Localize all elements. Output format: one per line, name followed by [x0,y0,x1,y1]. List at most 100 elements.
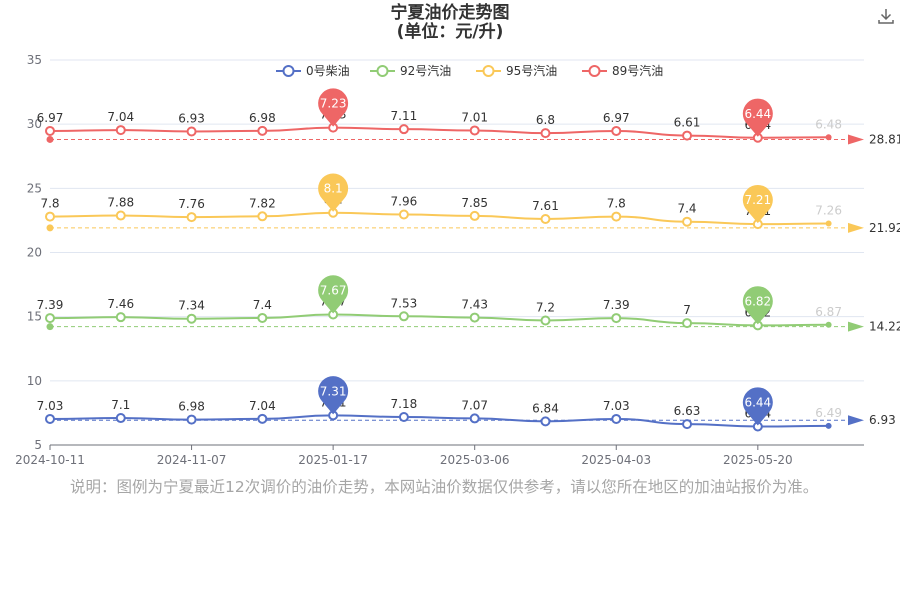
data-point [540,128,551,139]
data-point [186,414,197,425]
data-point [186,313,197,324]
data-label: 6.98 [249,111,276,125]
data-point [257,312,268,323]
data-point [45,211,55,222]
max-pin-label: 7.67 [320,283,347,297]
legend: 0号柴油 92号汽油 95号汽油 89号汽油 [276,63,663,78]
average-line-start-marker [46,224,54,232]
data-label: 6.84 [532,401,559,415]
data-point [682,318,693,329]
y-tick-label: 35 [27,53,42,67]
data-label: 7.26 [815,203,842,217]
legend-marker [588,65,601,77]
average-line-arrow [848,415,864,426]
data-label: 7.88 [107,196,134,210]
average-line-arrow [848,222,864,233]
min-pin-label: 6.44 [744,107,771,121]
data-label: 6.97 [603,111,630,125]
legend-label: 95号汽油 [506,63,557,78]
data-point [398,124,409,135]
data-label: 7.85 [461,196,488,210]
extreme-pins: 7.31 6.44 7.67 6.82 8.1 7.21 7.23 6.44 [318,88,773,426]
data-point [398,311,409,322]
data-label: 7.18 [391,397,418,411]
data-label: 7.07 [461,398,488,412]
series-line [49,414,829,428]
max-pin-label: 7.23 [320,97,347,111]
chart-canvas: 5 10 15 20 25 30 35 2024-10-11 2024-11-07 2025-01… [15,53,900,467]
data-label: 7.01 [461,110,488,124]
series-lines [45,122,832,432]
data-point [115,210,126,221]
data-point [469,312,480,323]
data-label: 7.03 [603,399,630,413]
data-label: 7.82 [249,196,276,210]
data-label: 7.39 [37,298,64,312]
chart-title: 宁夏油价走势图 (单位：元/升) [0,4,900,42]
min-pin-label: 7.21 [744,193,771,207]
data-label: 7.11 [391,109,418,123]
x-tick-label: 2025-05-20 [723,453,793,467]
y-tick-label: 25 [27,181,42,195]
chart-title-line2: (单位：元/升) [396,22,504,42]
data-label: 7.76 [178,197,205,211]
data-point [469,125,480,136]
data-label: 7.96 [391,195,418,209]
data-label: 7.39 [603,298,630,312]
data-label: 6.97 [37,111,64,125]
data-label: 6.98 [178,400,205,414]
data-point [398,209,409,220]
data-point [682,130,693,141]
max-pin-label: 8.1 [324,182,343,196]
average-line-arrow [848,134,864,145]
data-point [186,212,197,223]
data-label: 7.8 [40,197,59,211]
download-icon[interactable] [876,6,896,26]
y-tick-label: 10 [27,374,42,388]
data-label: 7 [683,303,691,317]
grid-lines [50,59,864,382]
data-label: 6.49 [815,406,842,420]
data-label: 7.53 [391,296,418,310]
data-point [398,412,409,423]
legend-marker [482,65,495,77]
data-point [115,312,126,323]
y-tick-label: 5 [34,438,42,452]
average-line-label: 6.93 [869,413,896,427]
series-line [49,313,829,327]
x-tick-label: 2025-03-06 [440,453,510,467]
legend-label: 89号汽油 [612,63,663,78]
max-pin [318,376,349,415]
x-tick-label: 2025-04-03 [581,453,651,467]
average-line-label: 28.81 [869,132,900,146]
data-label: 7.4 [677,202,696,216]
data-label: 7.61 [532,199,559,213]
data-point [540,214,551,225]
series-line [49,126,829,139]
data-point [540,315,551,326]
data-point [257,211,268,222]
data-point [469,210,480,221]
min-pin [742,387,773,426]
data-point [540,416,551,427]
chart-note: 说明：图例为宁夏最近12次调价的油价走势，本网站油价数据仅供参考，请以您所在地区… [70,478,819,496]
average-line-label: 21.92 [869,221,900,235]
data-label: 6.61 [674,116,701,130]
data-point [825,220,832,227]
data-point [825,422,832,429]
max-pin [318,88,349,127]
min-pin-label: 6.82 [744,294,771,308]
legend-marker [282,65,295,77]
y-tick-label: 30 [27,117,42,131]
axes: 5 10 15 20 25 30 35 2024-10-11 2024-11-07 2025-01… [15,53,864,467]
data-point [611,211,622,222]
x-tick-label: 2024-11-07 [157,453,227,467]
data-point [257,413,268,424]
chart-title-line1: 宁夏油价走势图 [390,3,510,23]
data-label: 7.1 [111,398,130,412]
data-label: 7.34 [178,299,205,313]
data-point [45,313,55,324]
data-label: 7.03 [37,399,64,413]
max-pin-label: 7.31 [320,384,347,398]
min-pin [742,286,773,325]
